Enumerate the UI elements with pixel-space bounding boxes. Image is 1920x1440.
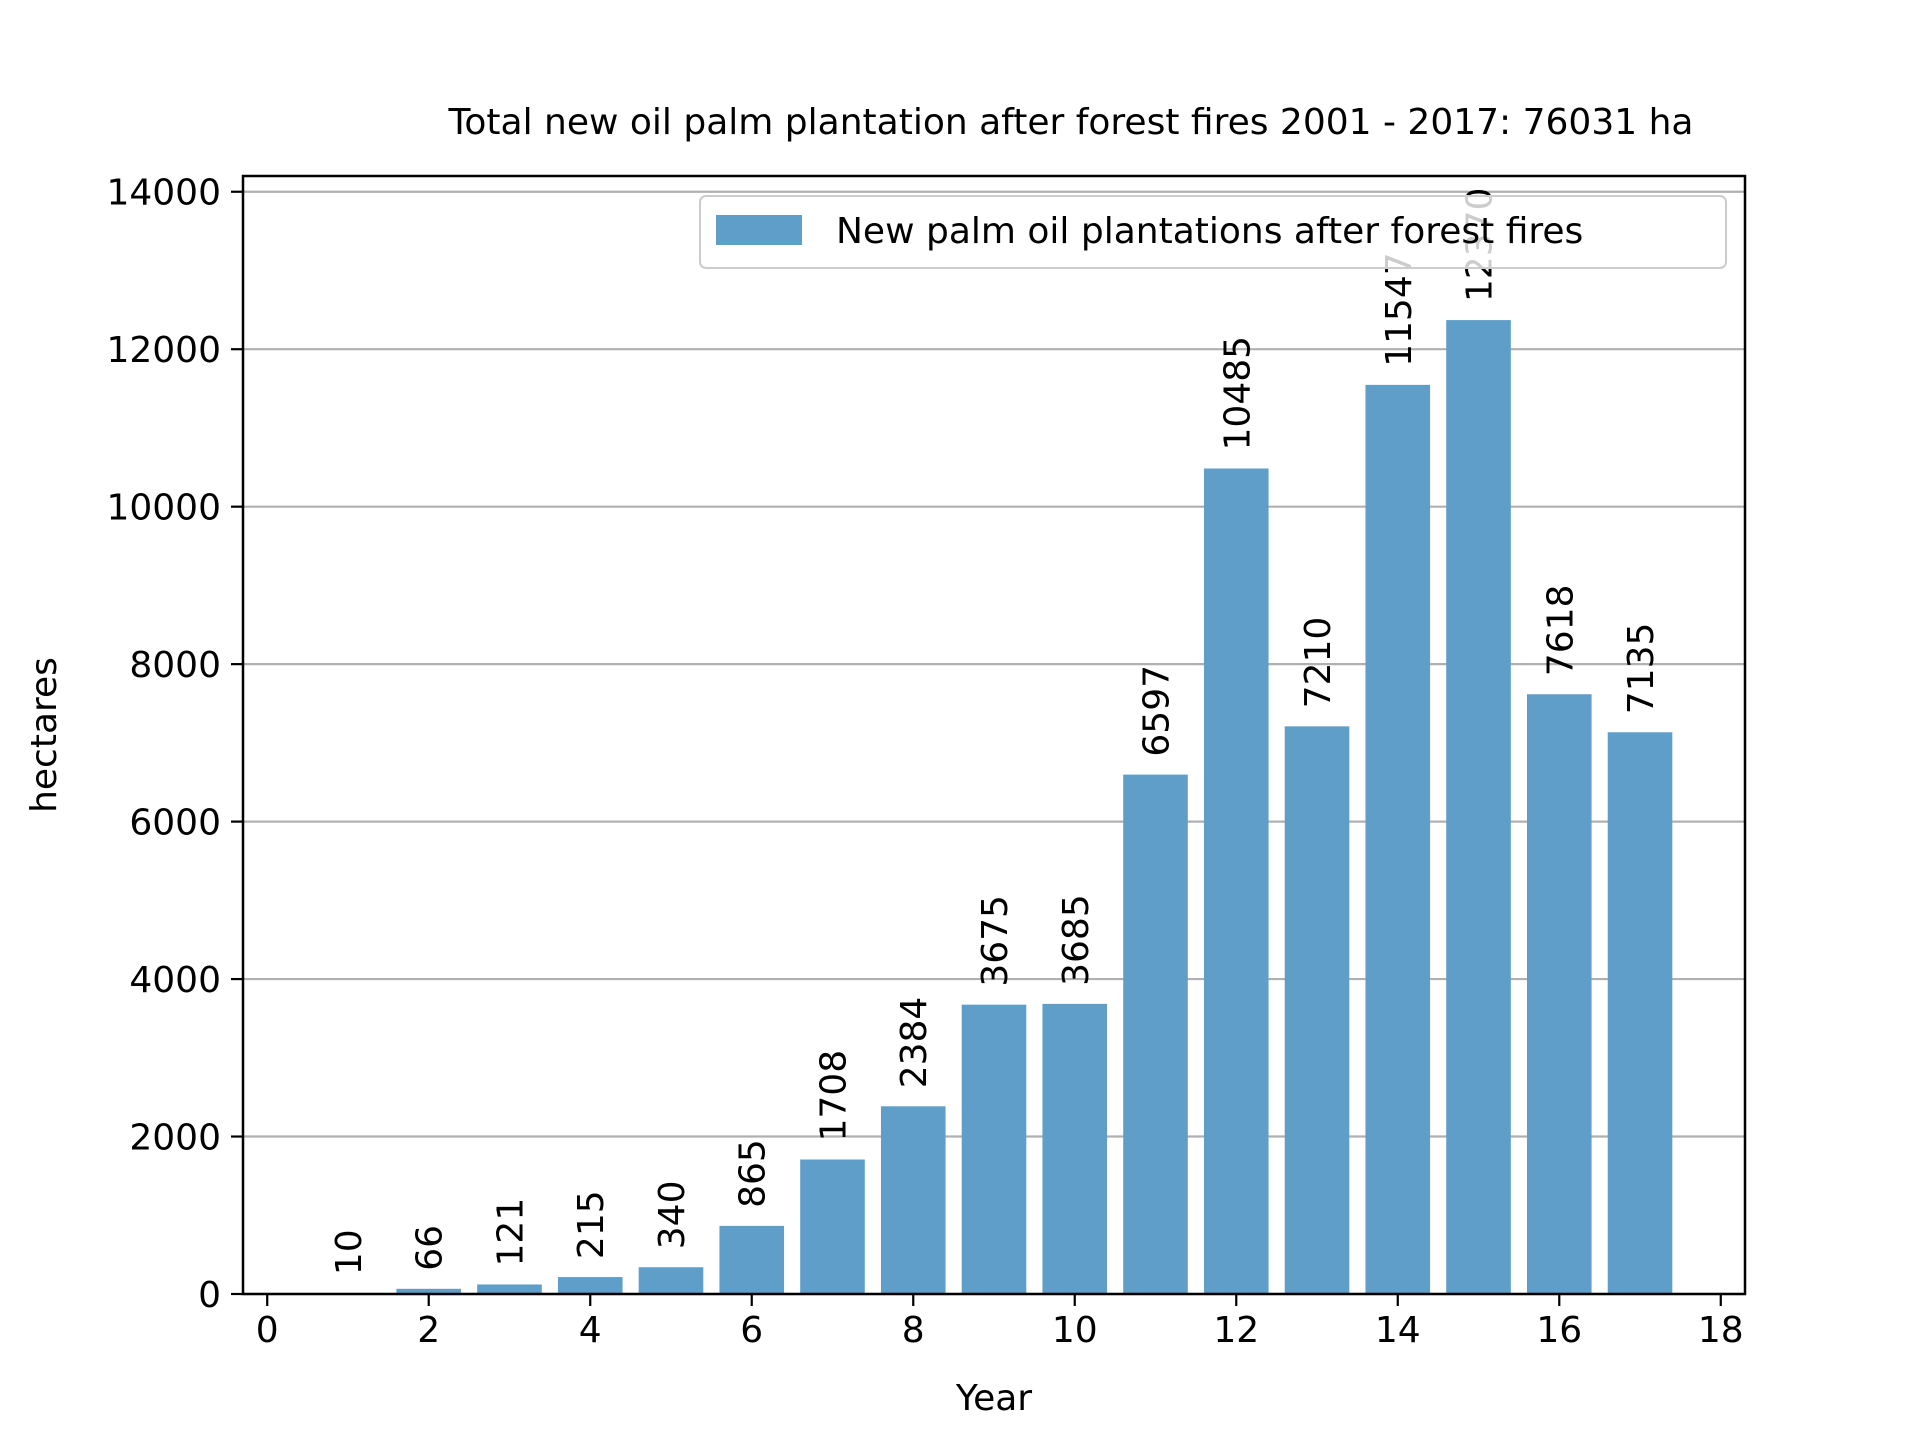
y-tick-label: 8000 xyxy=(129,645,221,686)
bar xyxy=(396,1288,462,1294)
x-tick-label: 2 xyxy=(417,1310,440,1351)
bar-value-label: 7210 xyxy=(1298,617,1339,709)
chart-title: Total new oil palm plantation after fore… xyxy=(448,102,1694,143)
x-tick-label: 0 xyxy=(256,1310,279,1351)
x-tick-label: 6 xyxy=(740,1310,763,1351)
y-axis-ticks: 0 2000 4000 6000 8000 10000 12000 14000 xyxy=(106,173,243,1316)
bar xyxy=(1284,726,1350,1294)
gridlines xyxy=(243,190,1745,1296)
bar xyxy=(1203,468,1269,1294)
x-tick-label: 14 xyxy=(1375,1310,1421,1351)
bar-value-label: 3685 xyxy=(1056,894,1097,986)
x-axis-ticks: 0 2 4 6 8 10 12 14 16 18 xyxy=(256,1294,1744,1351)
bar xyxy=(1123,774,1188,1294)
y-tick-label: 14000 xyxy=(106,173,221,214)
bar xyxy=(1365,384,1431,1294)
bar-value-label: 865 xyxy=(733,1139,774,1208)
y-tick-label: 2000 xyxy=(129,1118,221,1159)
bar xyxy=(1042,1003,1108,1294)
legend-entry-label: New palm oil plantations after forest fi… xyxy=(836,211,1583,252)
bar-value-labels: 10 66 121 215 340 865 1708 2384 3675 3685 6597 1048… xyxy=(329,188,1662,1276)
bar-value-label: 3675 xyxy=(975,895,1016,987)
y-tick-label: 12000 xyxy=(106,330,221,371)
plot-frame xyxy=(241,174,1747,1296)
bar-value-label: 6597 xyxy=(1137,665,1178,757)
x-tick-label: 4 xyxy=(579,1310,602,1351)
bar-value-label: 7135 xyxy=(1621,623,1662,715)
x-tick-label: 10 xyxy=(1052,1310,1098,1351)
bar-value-label: 340 xyxy=(652,1181,693,1250)
bar-value-label: 121 xyxy=(490,1198,531,1267)
bar-value-label: 2384 xyxy=(894,997,935,1089)
x-tick-label: 12 xyxy=(1213,1310,1259,1351)
bar xyxy=(800,1159,865,1294)
x-axis-label: Year xyxy=(955,1378,1032,1419)
y-tick-label: 6000 xyxy=(129,803,221,844)
bar xyxy=(719,1225,785,1294)
bar xyxy=(638,1267,704,1294)
legend-swatch xyxy=(716,215,802,245)
bars xyxy=(315,320,1673,1294)
bar-value-label: 11547 xyxy=(1379,252,1420,367)
x-tick-label: 18 xyxy=(1698,1310,1744,1351)
bar xyxy=(961,1004,1027,1294)
bar-value-label: 1708 xyxy=(813,1050,854,1142)
bar xyxy=(1526,694,1592,1294)
bar-value-label: 215 xyxy=(571,1190,612,1259)
bar xyxy=(1607,732,1673,1294)
bar-value-label: 10485 xyxy=(1217,336,1258,451)
y-tick-label: 10000 xyxy=(106,488,221,529)
y-tick-label: 4000 xyxy=(129,960,221,1001)
bar-value-label: 7618 xyxy=(1540,585,1581,677)
x-tick-label: 16 xyxy=(1536,1310,1582,1351)
bar xyxy=(477,1284,542,1294)
bar xyxy=(1446,320,1511,1294)
legend: New palm oil plantations after forest fi… xyxy=(699,195,1727,269)
y-tick-label: 0 xyxy=(198,1275,221,1316)
bar xyxy=(880,1106,946,1294)
bar-value-label: 66 xyxy=(410,1225,451,1271)
x-tick-label: 8 xyxy=(902,1310,925,1351)
legend-box xyxy=(699,195,1727,269)
y-axis-label: hectares xyxy=(24,657,65,813)
bar xyxy=(557,1277,623,1294)
bar-value-label: 10 xyxy=(329,1229,370,1275)
